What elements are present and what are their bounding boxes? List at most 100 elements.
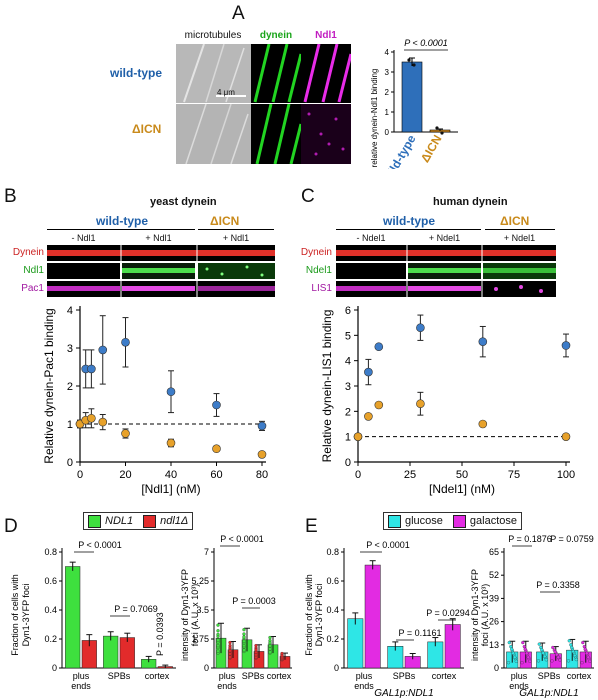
- d-right-ylabel-1: intensity of Dyn1-3YFP: [180, 569, 190, 661]
- d-left-category-label: SPBs: [108, 671, 131, 681]
- e-right-dot: [523, 647, 527, 651]
- c-point: [364, 412, 373, 421]
- b-ytick-label: 2: [67, 381, 73, 393]
- b-point: [121, 429, 130, 438]
- d-right-dot: [216, 638, 220, 642]
- c-ytick-label: 2: [345, 406, 351, 418]
- d-right-dot: [268, 635, 272, 640]
- d-right-ylabel-2: foci (A.U. x 10³): [190, 584, 200, 647]
- c-xtick-label: 50: [456, 469, 468, 481]
- d-right-dot: [216, 629, 220, 633]
- c-ytick-label: 6: [345, 305, 351, 317]
- e-left-stat: P = 0.1161: [399, 628, 442, 638]
- panel-letter-b: B: [4, 186, 17, 207]
- d-left-ylabel-2: Dyn1-3YFP foci: [21, 584, 31, 647]
- c-point: [561, 341, 571, 350]
- a-ytick-label: 2: [385, 88, 390, 97]
- e-right-dot: [507, 640, 511, 645]
- c-xtick-label: 100: [557, 469, 575, 481]
- b-title: yeast dynein: [150, 196, 217, 208]
- a-xlabel-wt: wild-type: [380, 132, 419, 169]
- d-left-stat: P = 0.7069: [114, 604, 158, 614]
- c-ytick-label: 4: [345, 356, 351, 368]
- micrograph-dynein-icn: [251, 104, 301, 164]
- e-legend-glucose: glucose: [405, 515, 443, 527]
- d-right-dot: [268, 650, 272, 654]
- d-right-ytick-label: 0: [204, 663, 209, 673]
- d-right-dot: [242, 632, 246, 636]
- e-legend-swatch-galactose: [452, 514, 466, 528]
- b-point: [166, 438, 176, 448]
- c-point: [478, 337, 488, 346]
- e-left-stat: P = 0.0294: [426, 608, 470, 618]
- b-xlabel: [Ndl1] (nM): [141, 482, 200, 496]
- c-point: [561, 432, 571, 441]
- e-right-dot: [581, 640, 585, 645]
- e-right-stat: P = 0.0759: [550, 534, 594, 544]
- e-left-ytick-label: 0.8: [326, 547, 339, 557]
- e-right-dot: [586, 655, 590, 659]
- b-ytick-label: 4: [67, 305, 73, 317]
- micrograph-ndl1-wt: [301, 44, 351, 103]
- b-group-wt: wild-type: [96, 214, 149, 228]
- e-left-stat: P < 0.0001: [366, 540, 410, 550]
- col-header-microtubules: microtubules: [184, 30, 242, 41]
- e-right-dot: [566, 659, 571, 663]
- row-label-delta-icn: ΔICN: [132, 122, 162, 136]
- c-row-lis1: LIS1: [311, 283, 332, 294]
- e-right-dot: [506, 660, 511, 665]
- b-ytick-label: 0: [67, 457, 73, 469]
- b-xtick-label: 60: [210, 469, 222, 481]
- micrograph-microtubules-icn: [176, 104, 251, 164]
- b-point: [98, 417, 108, 427]
- d-right-dot: [254, 648, 258, 652]
- e-left-ylabel-2: Dyn1-3YFP foci: [314, 584, 324, 647]
- c-row-ndel1: Ndel1: [305, 265, 332, 276]
- a-ytick-label: 1: [385, 108, 390, 117]
- c-ytick-label: 5: [345, 330, 351, 342]
- b-row-pac1: Pac1: [21, 283, 44, 294]
- e-right-category-label: ends: [509, 681, 529, 691]
- c-ylabel: Relative dynein-LIS1 binding: [320, 310, 334, 463]
- e-right-dot: [525, 651, 529, 655]
- d-right-dot: [216, 632, 220, 637]
- e-left-ytick-label: 0.4: [326, 605, 339, 615]
- panel-letter-e: E: [305, 516, 318, 537]
- b-cond-2: + Ndl1: [145, 233, 172, 243]
- e-right-dot: [513, 655, 517, 659]
- e-right-dot: [544, 658, 548, 662]
- panel-letter-a: A: [232, 3, 245, 24]
- a-stat: P < 0.0001: [404, 38, 447, 48]
- e-left-category-label: plus: [356, 671, 373, 681]
- e-right-dot: [571, 649, 575, 654]
- e-right-category-label: plus: [511, 671, 528, 681]
- c-xtick-label: 25: [404, 469, 416, 481]
- e-right-dot: [526, 655, 530, 659]
- c-point: [478, 419, 488, 429]
- d-right-dot: [228, 640, 232, 645]
- e-right-dot: [580, 660, 584, 665]
- d-right-dot: [228, 649, 232, 653]
- c-point: [353, 432, 363, 441]
- d-legend: NDL1 ndl1Δ: [83, 512, 194, 530]
- d-left-bar: [103, 635, 119, 669]
- d-right-category-label: cortex: [267, 671, 292, 681]
- c-point: [416, 323, 425, 333]
- scale-bar-label: 4 μm: [217, 88, 235, 97]
- d-right-dot: [268, 647, 272, 651]
- e-right-dot: [510, 647, 514, 651]
- micrograph-ndl1-icn: [301, 104, 351, 164]
- d-right-ytick-label: 5.25: [191, 576, 209, 586]
- d-right-dot: [242, 628, 246, 632]
- c-wt-underline: [336, 229, 481, 230]
- b-ytick-label: 1: [67, 419, 73, 431]
- c-group-icn: ΔICN: [500, 214, 530, 228]
- d-right-dot: [242, 648, 246, 652]
- c-ytick-label: 3: [345, 381, 351, 393]
- c-xlabel: [Ndel1] (nM): [429, 482, 495, 496]
- b-point: [212, 444, 221, 453]
- e-right-dot: [521, 640, 525, 645]
- e-right-dot: [555, 652, 559, 657]
